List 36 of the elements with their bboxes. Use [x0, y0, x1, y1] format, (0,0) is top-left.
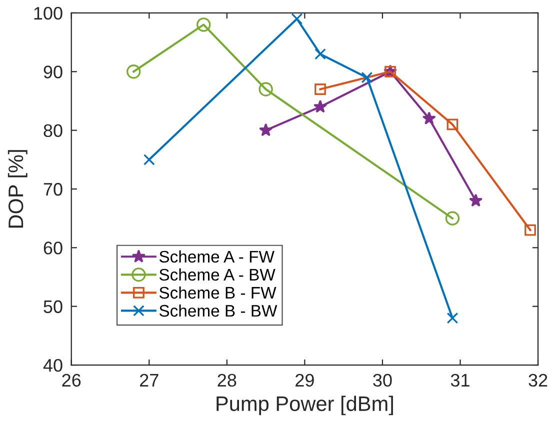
y-axis-title: DOP [%]: [8, 150, 28, 228]
y-tick-label: 40: [43, 358, 62, 372]
point: [258, 82, 273, 96]
legend-label: Scheme B - BW: [159, 304, 278, 317]
x-tick-label: 27: [140, 374, 158, 386]
point: [314, 84, 326, 95]
point: [313, 100, 328, 113]
legend-label: Scheme B - FW: [159, 286, 276, 299]
point: [469, 194, 483, 207]
legend-label: Scheme A - FW: [159, 250, 274, 263]
y-tick-label: 50: [44, 300, 62, 314]
point: [446, 118, 458, 130]
x-tick-label: 32: [528, 374, 548, 387]
point: [126, 64, 141, 79]
x-axis-title: Pump Power [dBm]: [216, 396, 393, 416]
point: [524, 224, 536, 236]
y-tick-label: 90: [44, 66, 62, 78]
point: [446, 312, 458, 324]
point: [143, 154, 155, 166]
x-tick-label: 28: [218, 374, 236, 387]
x-tick-label: 29: [296, 374, 314, 387]
y-tick-label: 100: [34, 6, 62, 20]
point: [422, 112, 436, 124]
point: [291, 13, 303, 25]
point: [196, 18, 211, 32]
y-tick-label: 60: [44, 242, 62, 254]
point: [361, 72, 373, 84]
y-tick-label: 70: [44, 182, 62, 196]
x-tick-label: 30: [373, 374, 392, 387]
x-tick-label: 26: [62, 374, 81, 387]
point: [259, 123, 273, 136]
legend-label: Scheme A - BW: [159, 268, 276, 281]
point: [314, 48, 326, 60]
y-tick-label: 80: [44, 124, 62, 138]
x-tick-label: 31: [450, 374, 470, 387]
point: [445, 211, 460, 226]
